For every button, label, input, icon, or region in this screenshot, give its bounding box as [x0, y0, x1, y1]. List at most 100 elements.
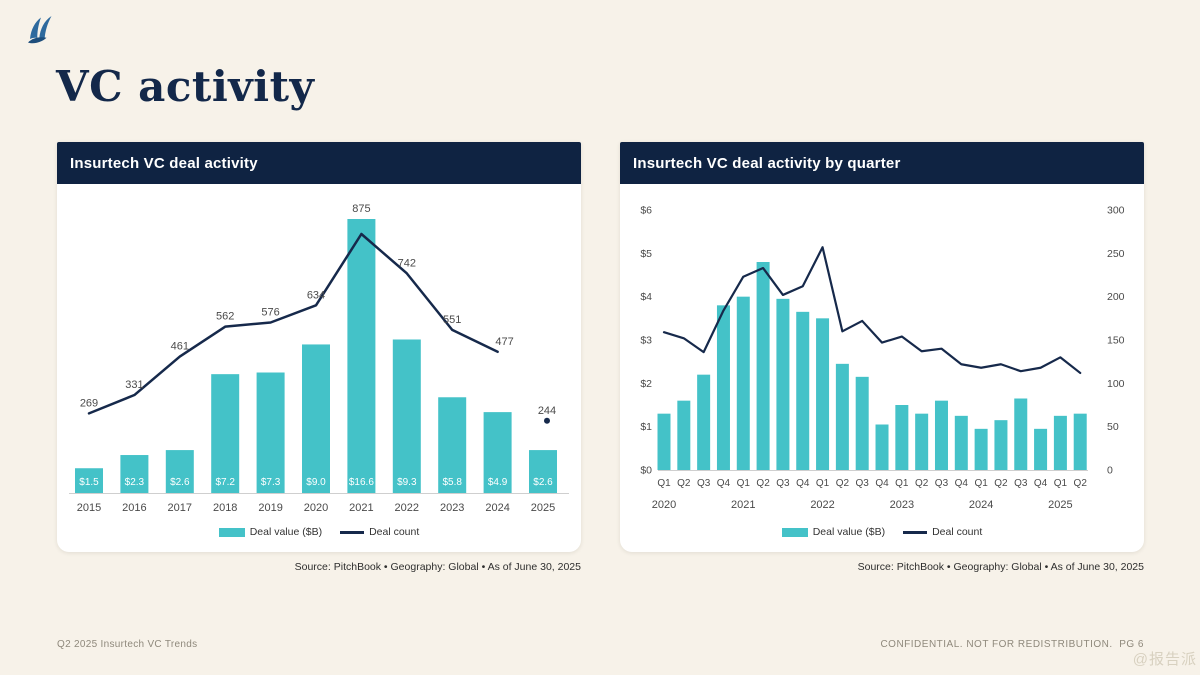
footer-confidential-note: CONFIDENTIAL. NOT FOR REDISTRIBUTION. PG… — [880, 639, 1144, 650]
svg-text:2022: 2022 — [395, 502, 419, 514]
svg-text:$7.3: $7.3 — [261, 477, 281, 488]
svg-text:2022: 2022 — [810, 499, 834, 511]
quarterly-chart-legend: Deal value ($B) Deal count — [620, 526, 1144, 538]
svg-text:562: 562 — [216, 311, 234, 323]
watermark: @报告派 — [1132, 651, 1197, 668]
legend-label-deal-value: Deal value ($B) — [812, 526, 886, 538]
legend-item-deal-value: Deal value ($B) — [218, 526, 323, 538]
svg-text:$2.3: $2.3 — [125, 477, 145, 488]
svg-text:Q4: Q4 — [875, 478, 889, 489]
svg-text:2021: 2021 — [731, 499, 755, 511]
svg-text:331: 331 — [125, 379, 143, 391]
svg-text:$2: $2 — [640, 378, 652, 390]
legend-label-deal-value: Deal value ($B) — [249, 526, 323, 538]
svg-text:$1: $1 — [640, 421, 652, 433]
svg-text:$5.8: $5.8 — [442, 477, 462, 488]
svg-text:Q3: Q3 — [935, 478, 949, 489]
legend-label-deal-count: Deal count — [369, 526, 420, 538]
svg-text:2025: 2025 — [531, 502, 555, 514]
svg-text:Q4: Q4 — [717, 478, 731, 489]
svg-text:742: 742 — [398, 257, 416, 269]
svg-text:300: 300 — [1107, 205, 1125, 217]
deal-count-line — [662, 246, 1082, 375]
svg-text:$0: $0 — [640, 465, 652, 477]
card-quarterly-deal-activity: Insurtech VC deal activity by quarter $0… — [620, 142, 1144, 552]
svg-text:Q2: Q2 — [677, 478, 691, 489]
deal-value-bar-labels: $1.5 $2.3 $2.6 $7.2 $7.3 $9.0 $16.6 $9.3 $5.8 $4.… — [79, 477, 553, 488]
svg-text:551: 551 — [443, 314, 461, 326]
annual-chart-area: 269 331 461 562 576 634 875 742 551 477 244 $1.5 $2.… — [57, 184, 581, 552]
svg-text:Q2: Q2 — [994, 478, 1008, 489]
svg-text:$6: $6 — [640, 205, 652, 217]
svg-text:634: 634 — [307, 289, 325, 301]
card-annual-title: Insurtech VC deal activity — [70, 154, 258, 172]
svg-text:2023: 2023 — [440, 502, 464, 514]
legend-item-deal-value: Deal value ($B) — [781, 526, 886, 538]
svg-text:Q2: Q2 — [836, 478, 850, 489]
svg-text:$4: $4 — [640, 291, 652, 303]
svg-text:Q1: Q1 — [737, 478, 751, 489]
svg-text:2017: 2017 — [168, 502, 192, 514]
svg-text:$2.6: $2.6 — [170, 477, 190, 488]
card-annual-deal-activity: Insurtech VC deal activity 269 331 461 562 5… — [57, 142, 581, 552]
svg-text:$1.5: $1.5 — [79, 477, 99, 488]
svg-text:$9.3: $9.3 — [397, 477, 417, 488]
svg-text:Q2: Q2 — [915, 478, 929, 489]
y-axis-right-labels: 0 50 100 150 200 250 300 — [1107, 205, 1125, 477]
svg-text:Q1: Q1 — [974, 478, 988, 489]
svg-text:$5: $5 — [640, 248, 652, 260]
y-axis-left-labels: $0 $1 $2 $3 $4 $5 $6 — [640, 205, 652, 477]
deal-value-swatch-icon — [781, 527, 808, 537]
svg-text:576: 576 — [261, 307, 279, 319]
svg-text:Q3: Q3 — [697, 478, 711, 489]
isolated-point-dot — [544, 417, 550, 424]
svg-text:477: 477 — [495, 336, 513, 348]
svg-text:$4.9: $4.9 — [488, 477, 508, 488]
annual-chart-source: Source: PitchBook • Geography: Global • … — [294, 561, 581, 573]
svg-text:2020: 2020 — [304, 502, 328, 514]
svg-text:Q4: Q4 — [955, 478, 969, 489]
card-quarterly-title: Insurtech VC deal activity by quarter — [633, 154, 901, 172]
svg-text:$9.0: $9.0 — [306, 477, 326, 488]
svg-text:0: 0 — [1107, 465, 1113, 477]
deal-count-line — [87, 232, 550, 424]
legend-item-deal-count: Deal count — [340, 526, 419, 538]
deal-value-bars — [75, 219, 557, 493]
quarterly-chart-source: Source: PitchBook • Geography: Global • … — [857, 561, 1144, 573]
deal-value-swatch-icon — [218, 527, 245, 537]
svg-text:2016: 2016 — [122, 502, 146, 514]
annual-chart-svg: 269 331 461 562 576 634 875 742 551 477 244 $1.5 $2.… — [69, 203, 569, 514]
svg-text:Q1: Q1 — [895, 478, 909, 489]
deal-count-swatch-icon — [340, 530, 365, 534]
svg-text:2015: 2015 — [77, 502, 101, 514]
svg-text:Q3: Q3 — [856, 478, 870, 489]
svg-text:2023: 2023 — [890, 499, 914, 511]
svg-text:Q4: Q4 — [1034, 478, 1048, 489]
x-axis-year-labels: 2015 2016 2017 2018 2019 2020 2021 2022 2023 2024… — [77, 502, 555, 514]
card-quarterly-header: Insurtech VC deal activity by quarter — [620, 142, 1144, 184]
svg-text:461: 461 — [171, 341, 189, 353]
annual-chart-legend: Deal value ($B) Deal count — [57, 526, 581, 538]
svg-text:875: 875 — [352, 203, 370, 215]
svg-text:200: 200 — [1107, 291, 1125, 303]
x-axis-quarter-labels: Q1 Q2 Q3 Q4 Q1 Q2 Q3 Q4 Q1 Q2 Q3 Q4 Q1 Q2 Q3 Q4 Q1 Q2 Q3 Q4… — [657, 478, 1087, 489]
svg-text:$16.6: $16.6 — [349, 477, 374, 488]
svg-text:Q3: Q3 — [1014, 478, 1028, 489]
svg-text:2025: 2025 — [1048, 499, 1072, 511]
legend-item-deal-count: Deal count — [903, 526, 982, 538]
svg-text:Q1: Q1 — [657, 478, 671, 489]
quarterly-chart-area: $0 $1 $2 $3 $4 $5 $6 0 50 100 150 200 250 300 Q1 Q2 Q3 Q4… — [620, 184, 1144, 552]
svg-text:269: 269 — [80, 397, 98, 409]
svg-text:100: 100 — [1107, 378, 1125, 390]
deal-count-swatch-icon — [903, 530, 928, 534]
svg-text:Q3: Q3 — [776, 478, 790, 489]
page-title: VC activity — [56, 62, 315, 111]
svg-text:Q4: Q4 — [796, 478, 810, 489]
svg-text:2020: 2020 — [652, 499, 676, 511]
svg-text:Q2: Q2 — [756, 478, 770, 489]
svg-text:2024: 2024 — [969, 499, 993, 511]
legend-label-deal-count: Deal count — [932, 526, 983, 538]
svg-text:$7.2: $7.2 — [215, 477, 235, 488]
svg-text:250: 250 — [1107, 248, 1125, 260]
footer-report-title: Q2 2025 Insurtech VC Trends — [57, 639, 198, 650]
